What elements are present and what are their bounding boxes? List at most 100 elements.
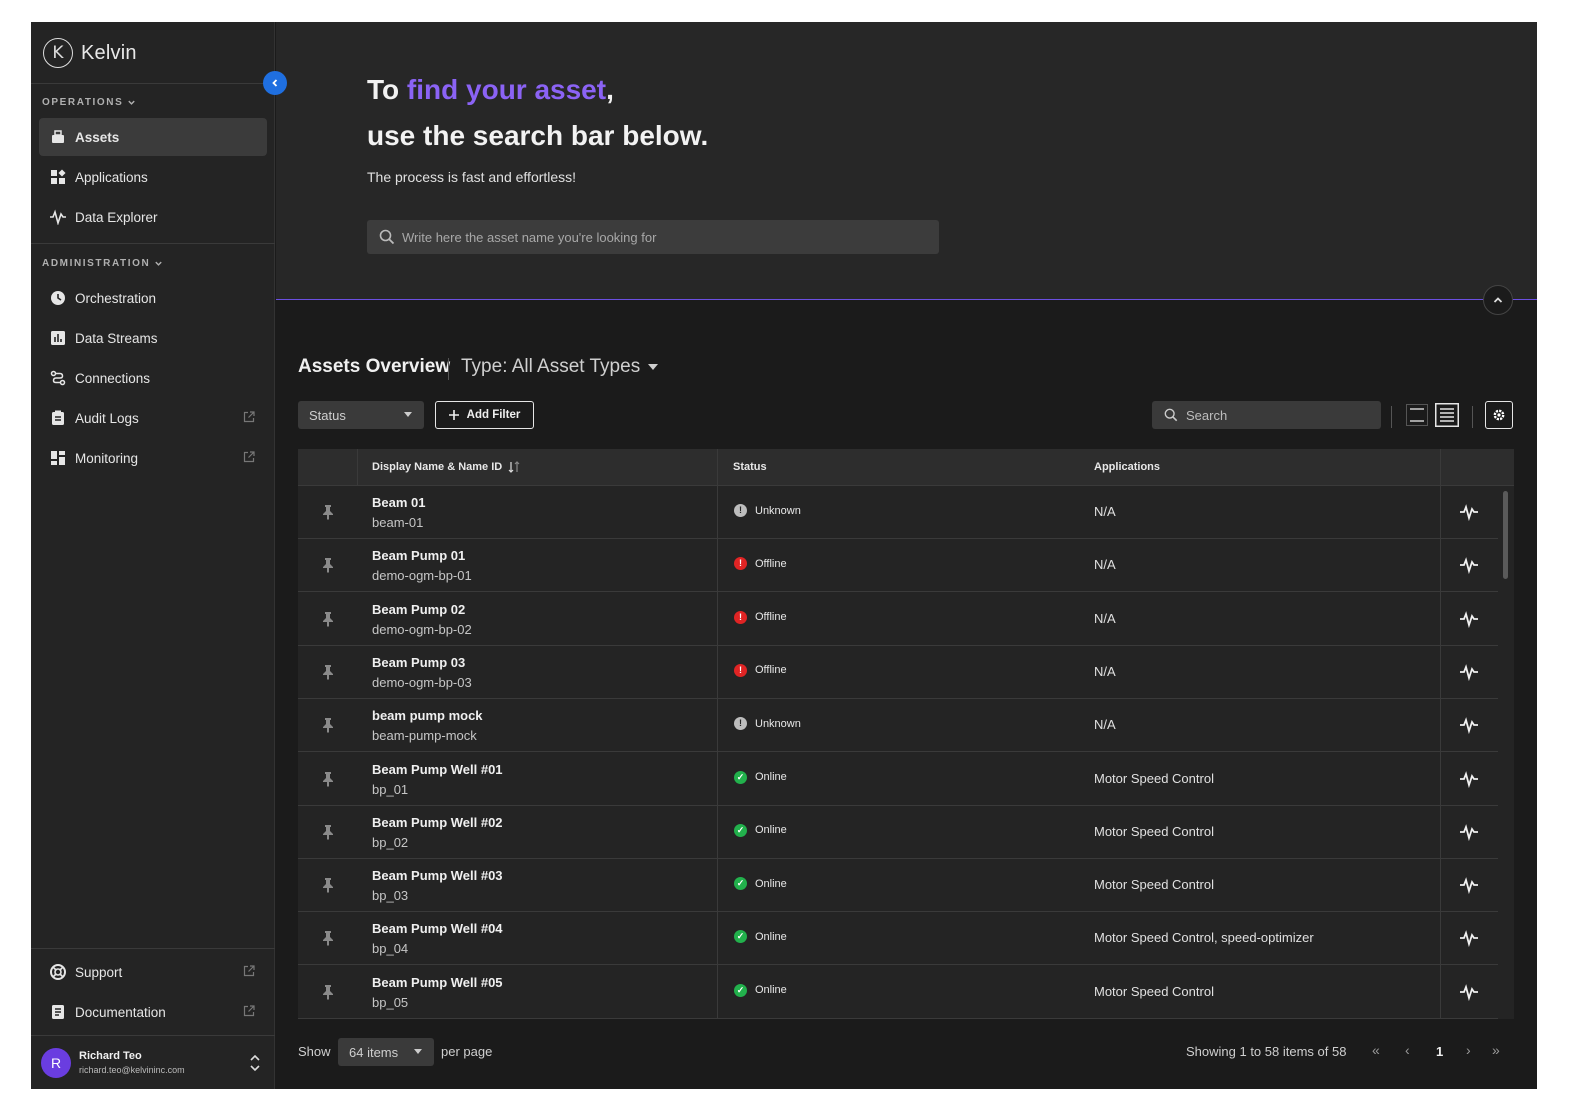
data-explorer-icon[interactable] xyxy=(1460,663,1478,681)
asset-type-dropdown[interactable]: Type: All Asset Types xyxy=(461,356,659,378)
hero-title-prefix: To xyxy=(367,74,407,105)
data-explorer-icon[interactable] xyxy=(1460,770,1478,788)
sidebar-item-assets[interactable]: Assets xyxy=(39,118,267,156)
asset-display-name[interactable]: Beam Pump Well #03 xyxy=(372,868,503,884)
asset-display-name[interactable]: Beam 01 xyxy=(372,495,426,510)
chevron-up-icon xyxy=(1493,297,1503,303)
applications-cell: Motor Speed Control xyxy=(1094,983,1214,999)
sidebar-collapse-button[interactable] xyxy=(263,71,287,95)
table-row[interactable]: Beam Pump 02 demo-ogm-bp-02! Offline N/A xyxy=(298,593,1498,646)
data-explorer-icon[interactable] xyxy=(1460,610,1478,628)
data-explorer-icon[interactable] xyxy=(1460,716,1478,735)
sidebar-item-support[interactable]: Support xyxy=(39,953,267,991)
chevron-up-down-icon[interactable] xyxy=(249,1054,261,1072)
asset-display-name[interactable]: Beam Pump Well #01 xyxy=(372,761,503,777)
compact-density-button[interactable] xyxy=(1403,401,1431,429)
sidebar-item-documentation[interactable]: Documentation xyxy=(39,993,267,1031)
prev-page-button[interactable]: ‹ xyxy=(1405,1042,1410,1058)
status-column-label[interactable]: Status xyxy=(733,461,767,473)
sidebar-item-label: Orchestration xyxy=(75,290,157,306)
asset-display-name[interactable]: Beam Pump 01 xyxy=(372,548,466,564)
current-page[interactable]: 1 xyxy=(1436,1044,1444,1059)
operations-section-label: OPERATIONS xyxy=(42,97,124,108)
hero-subtitle: The process is fast and effortless! xyxy=(367,169,577,185)
pin-icon[interactable] xyxy=(322,557,334,574)
pin-icon[interactable] xyxy=(322,664,334,680)
data-explorer-icon[interactable] xyxy=(1460,823,1478,841)
user-menu[interactable]: R Richard Teo richard.teo@kelvininc.com xyxy=(31,1035,275,1089)
pin-icon[interactable] xyxy=(322,771,334,787)
pin-icon[interactable] xyxy=(322,824,334,840)
kelvin-logo-mark: K xyxy=(43,38,73,68)
pin-icon[interactable] xyxy=(322,984,334,1000)
chevron-down-icon xyxy=(155,261,163,266)
hero-title: To find your asset, xyxy=(367,74,614,106)
asset-display-name[interactable]: Beam Pump 02 xyxy=(372,601,466,617)
sidebar-item-applications[interactable]: Applications xyxy=(39,158,267,196)
sidebar-item-data-explorer[interactable]: Data Explorer xyxy=(39,198,267,236)
sidebar-item-audit-logs[interactable]: Audit Logs xyxy=(39,399,267,437)
last-page-button[interactable]: » xyxy=(1492,1042,1500,1058)
pagination-summary: Showing 1 to 58 items of 58 xyxy=(1186,1044,1347,1059)
table-row[interactable]: Beam Pump Well #05 bp_05 ✓ Online Motor Spee… xyxy=(298,966,1498,1019)
table-row[interactable]: Beam Pump Well #02 bp_02 ✓ Online Motor Spee… xyxy=(298,806,1498,859)
asset-display-name[interactable]: Beam Pump 03 xyxy=(372,654,466,670)
asset-name-id: beam-01 xyxy=(372,515,424,530)
operations-section-toggle[interactable]: OPERATIONS xyxy=(42,97,136,108)
asset-display-name[interactable]: Beam Pump Well #02 xyxy=(372,814,503,830)
hero-collapse-button[interactable] xyxy=(1483,285,1513,315)
data-explorer-icon[interactable] xyxy=(1460,556,1478,575)
asset-search-input[interactable]: Write here the asset name you're looking… xyxy=(367,220,939,254)
sidebar-item-connections[interactable]: Connections xyxy=(39,359,267,397)
kelvin-logo[interactable]: K Kelvin xyxy=(43,38,137,68)
first-page-button[interactable]: « xyxy=(1372,1042,1380,1058)
pin-icon[interactable] xyxy=(322,930,334,947)
table-row[interactable]: Beam Pump 03 demo-ogm-bp-03! Offline N/A xyxy=(298,646,1498,699)
offline-alert-icon: ! xyxy=(734,663,747,677)
table-scrollbar[interactable] xyxy=(1503,491,1508,579)
assets-table: Display Name & Name ID Status Applicatio… xyxy=(298,449,1514,1019)
table-row[interactable]: Beam 01 beam-01! Unknown N/A xyxy=(298,486,1498,539)
audit-logs-icon xyxy=(50,410,66,426)
pin-icon[interactable] xyxy=(322,504,334,520)
next-page-button[interactable]: › xyxy=(1466,1042,1471,1058)
applications-column-label[interactable]: Applications xyxy=(1094,461,1161,473)
asset-name-id: bp_02 xyxy=(372,834,409,850)
table-search-input[interactable]: Search xyxy=(1152,401,1381,429)
sort-name-header[interactable]: Display Name & Name ID xyxy=(372,461,520,473)
status-text: Online xyxy=(755,771,787,783)
table-row[interactable]: Beam Pump Well #03 bp_03 ✓ Online Motor Spee… xyxy=(298,859,1498,913)
table-settings-button[interactable] xyxy=(1485,401,1513,429)
add-filter-button[interactable]: Add Filter xyxy=(435,401,534,429)
pin-icon[interactable] xyxy=(322,717,334,734)
asset-display-name[interactable]: Beam Pump Well #05 xyxy=(372,974,503,990)
items-per-page-dropdown[interactable]: 64 items xyxy=(338,1038,434,1066)
administration-section-toggle[interactable]: ADMINISTRATION xyxy=(42,258,163,269)
hero-title-accent: find your asset xyxy=(406,74,607,105)
pin-icon[interactable] xyxy=(322,611,334,627)
sidebar-item-label: Connections xyxy=(75,370,151,386)
show-label: Show xyxy=(298,1044,331,1059)
table-row[interactable]: Beam Pump 01 demo-ogm-bp-01! Offline N/A xyxy=(298,539,1498,593)
pin-icon[interactable] xyxy=(322,877,334,894)
table-row[interactable]: Beam Pump Well #04 bp_04 ✓ Online Motor Spee… xyxy=(298,912,1498,966)
table-row[interactable]: Beam Pump Well #01 bp_01 ✓ Online Motor Spee… xyxy=(298,753,1498,806)
gear-icon xyxy=(1493,409,1505,421)
table-row[interactable]: beam pump mock beam-pump-mock! Unknown N/A xyxy=(298,699,1498,753)
add-filter-label: Add Filter xyxy=(466,409,521,421)
compact-list-icon xyxy=(1406,404,1428,426)
status-badge: ✓ Online xyxy=(734,877,787,891)
data-explorer-icon[interactable] xyxy=(1460,503,1478,521)
table-search-placeholder: Search xyxy=(1186,407,1228,423)
sidebar-item-data-streams[interactable]: Data Streams xyxy=(39,319,267,357)
documentation-icon xyxy=(50,1004,66,1020)
comfortable-density-button[interactable] xyxy=(1433,401,1461,429)
data-explorer-icon[interactable] xyxy=(1460,983,1478,1001)
asset-display-name[interactable]: beam pump mock xyxy=(372,708,483,724)
data-explorer-icon[interactable] xyxy=(1460,876,1478,895)
sidebar-item-orchestration[interactable]: Orchestration xyxy=(39,279,267,317)
asset-display-name[interactable]: Beam Pump Well #04 xyxy=(372,921,503,937)
data-explorer-icon[interactable] xyxy=(1460,929,1478,948)
status-filter-dropdown[interactable]: Status xyxy=(298,401,424,429)
sidebar-item-monitoring[interactable]: Monitoring xyxy=(39,439,267,477)
